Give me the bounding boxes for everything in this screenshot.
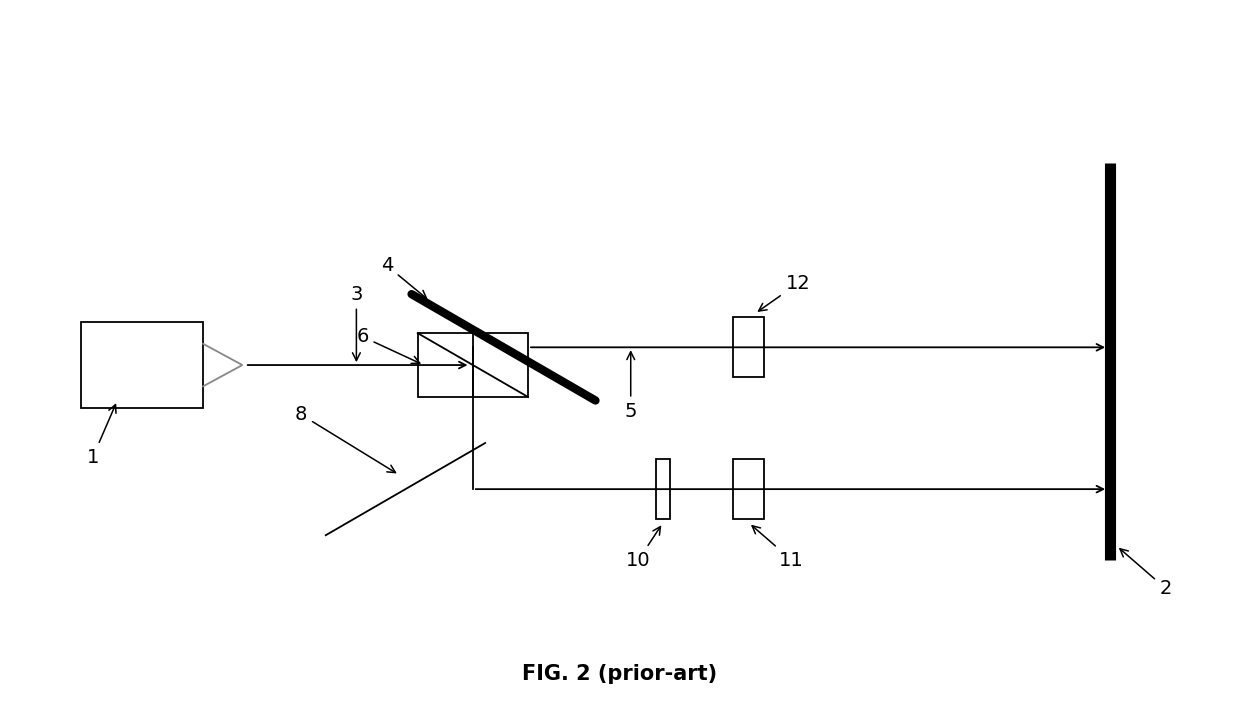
Text: 10: 10 <box>626 526 661 570</box>
Text: 8: 8 <box>295 405 396 473</box>
Bar <box>733 317 764 377</box>
Bar <box>81 322 203 408</box>
Bar <box>733 459 764 519</box>
Text: 3: 3 <box>350 285 362 361</box>
Text: FIG. 2 (prior-art): FIG. 2 (prior-art) <box>522 664 718 683</box>
Text: 4: 4 <box>381 256 427 299</box>
Bar <box>656 459 671 519</box>
Text: 12: 12 <box>759 274 810 311</box>
Text: 5: 5 <box>625 352 637 421</box>
Text: 11: 11 <box>753 526 804 570</box>
Text: 1: 1 <box>87 405 117 467</box>
Bar <box>418 333 528 397</box>
Text: 6: 6 <box>356 328 420 364</box>
Text: 2: 2 <box>1120 549 1172 598</box>
